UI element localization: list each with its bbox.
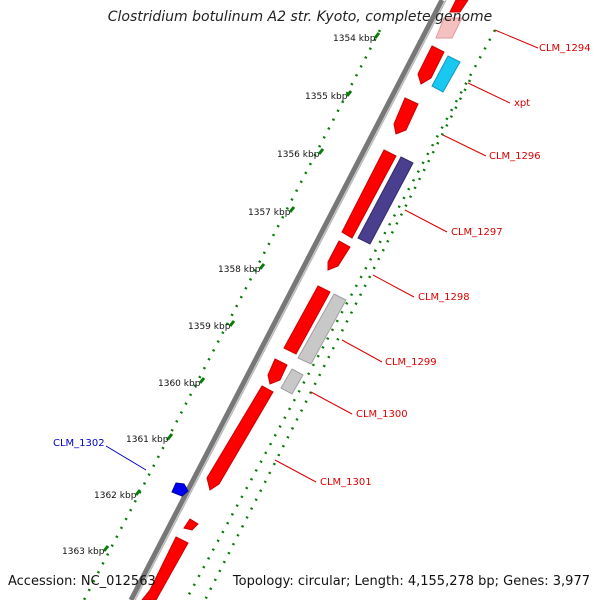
- gene-clm1301[interactable]: [206, 385, 274, 491]
- tick-label: 1355 kbp: [305, 92, 348, 102]
- tick-mark: [373, 32, 381, 39]
- gene-features: [141, 0, 469, 600]
- tick-mark: [288, 206, 296, 213]
- tick-label: 1362 kbp: [94, 491, 137, 501]
- gene-red-small-2[interactable]: [183, 518, 199, 531]
- tick-mark: [258, 263, 266, 270]
- tick-labels: 1354 kbp 1355 kbp 1356 kbp 1357 kbp 1358 kbp…: [62, 32, 381, 557]
- tick-mark: [345, 90, 353, 97]
- tick-label: 1356 kbp: [277, 150, 320, 160]
- gene-clm1300[interactable]: [280, 368, 304, 395]
- gene-clm1296[interactable]: [393, 97, 419, 135]
- gene-clm1297[interactable]: [357, 156, 414, 245]
- outer-ruler-track: [82, 29, 382, 600]
- gene-label[interactable]: CLM_1302: [53, 438, 105, 449]
- tick-mark: [134, 489, 142, 496]
- gene-label[interactable]: CLM_1296: [489, 151, 541, 162]
- gene-clm1294-faded[interactable]: [435, 17, 463, 39]
- inner-ruler-track-2: [203, 79, 472, 600]
- tick-label: 1360 kbp: [158, 379, 201, 389]
- gene-clm1302[interactable]: [171, 482, 189, 497]
- ruler-tracks: [82, 29, 497, 600]
- gene-red-long-1[interactable]: [341, 149, 397, 239]
- gene-label[interactable]: CLM_1300: [356, 409, 408, 420]
- gene-label[interactable]: CLM_1301: [320, 477, 372, 488]
- accession-text: Accession: NC_012563: [8, 574, 156, 589]
- tick-label: 1358 kbp: [218, 265, 261, 275]
- gene-clm1294[interactable]: [449, 0, 469, 13]
- tick-mark: [228, 320, 236, 327]
- gene-red-long-3[interactable]: [141, 536, 189, 600]
- gene-red-small-1[interactable]: [267, 358, 288, 385]
- tick-label: 1361 kbp: [126, 435, 169, 445]
- tick-label: 1363 kbp: [62, 547, 105, 557]
- gene-clm1298[interactable]: [327, 240, 351, 271]
- gene-xpt[interactable]: [431, 55, 461, 93]
- genome-summary-text: Topology: circular; Length: 4,155,278 bp…: [232, 574, 590, 589]
- gene-red-long-2[interactable]: [283, 285, 331, 355]
- gene-clm1295-upper[interactable]: [417, 45, 445, 85]
- gene-label[interactable]: CLM_1294: [539, 43, 591, 54]
- gene-label[interactable]: xpt: [514, 98, 530, 109]
- label-leaders: [105, 29, 539, 483]
- tick-mark: [102, 545, 110, 552]
- gene-clm1299[interactable]: [297, 293, 347, 365]
- gene-label[interactable]: CLM_1299: [385, 357, 437, 368]
- tick-mark: [198, 377, 206, 384]
- gene-label[interactable]: CLM_1298: [418, 292, 470, 303]
- gene-label[interactable]: CLM_1297: [451, 227, 503, 238]
- tick-label: 1354 kbp: [333, 34, 376, 44]
- map-title: Clostridium botulinum A2 str. Kyoto, com…: [107, 9, 493, 25]
- backbone: [128, 0, 447, 600]
- tick-label: 1359 kbp: [188, 322, 231, 332]
- tick-mark: [166, 433, 174, 440]
- tick-mark: [317, 148, 325, 155]
- inner-ruler-track-1: [184, 29, 497, 600]
- tick-label: 1357 kbp: [248, 208, 291, 218]
